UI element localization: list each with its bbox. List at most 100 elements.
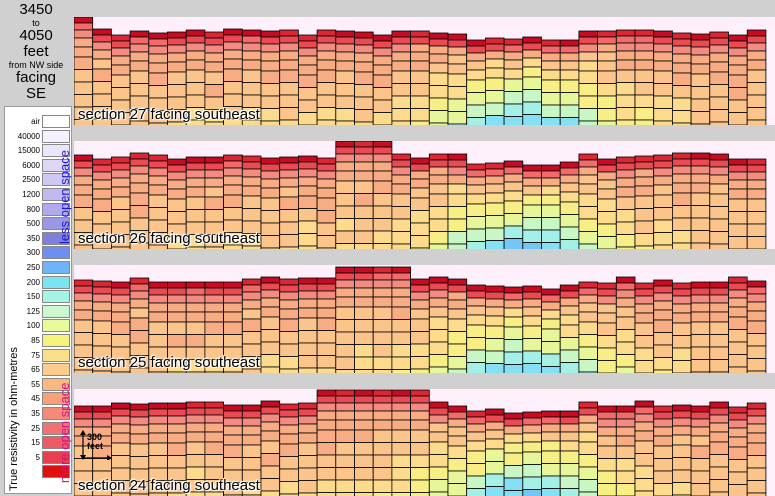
resistivity-cell — [746, 164, 767, 173]
resistivity-cell — [204, 422, 224, 433]
resistivity-cell — [129, 242, 150, 249]
resistivity-cell — [709, 431, 729, 443]
resistivity-cell — [634, 35, 655, 44]
resistivity-cell — [391, 296, 411, 308]
resistivity-cell — [391, 108, 411, 122]
resistivity-cell — [391, 51, 411, 62]
resistivity-cell — [709, 174, 729, 185]
resistivity-cell — [92, 320, 112, 334]
resistivity-cell — [447, 299, 468, 310]
resistivity-cell — [335, 492, 355, 496]
resistivity-cell — [578, 153, 598, 161]
legend-swatch — [42, 421, 70, 435]
resistivity-cell — [728, 179, 748, 190]
resistivity-cell — [148, 423, 168, 434]
resistivity-cell — [354, 205, 374, 219]
resistivity-cell — [503, 364, 524, 373]
resistivity-cell — [391, 319, 411, 333]
resistivity-cell — [260, 30, 281, 38]
resistivity-cell — [129, 277, 150, 285]
resistivity-cell — [354, 467, 374, 481]
resistivity-cell — [634, 335, 655, 349]
resistivity-cell — [447, 308, 468, 320]
resistivity-cell — [466, 324, 486, 338]
resistivity-cell — [260, 421, 281, 432]
resistivity-cell — [728, 297, 748, 308]
resistivity-cell — [690, 39, 711, 48]
resistivity-cell — [653, 207, 673, 221]
resistivity-cell — [428, 479, 449, 493]
resistivity-cell — [690, 281, 711, 289]
resistivity-cell — [466, 184, 486, 195]
resistivity-cell — [447, 174, 468, 185]
resistivity-cell — [578, 193, 598, 207]
legend-value-label: 65 — [31, 365, 40, 375]
resistivity-cell — [279, 278, 299, 286]
resistivity-cell — [615, 186, 636, 198]
resistivity-cell — [484, 43, 505, 52]
resistivity-cell — [597, 43, 617, 53]
resistivity-cell — [391, 159, 411, 168]
resistivity-cell — [466, 284, 486, 292]
resistivity-cell — [447, 458, 468, 472]
resistivity-cell — [466, 216, 486, 230]
resistivity-legend: air 40000 15000 6000 2500 1200 800 500 350 300 250… — [4, 106, 72, 494]
resistivity-cell — [615, 59, 636, 71]
resistivity-cell — [541, 353, 561, 367]
resistivity-cell — [148, 302, 168, 313]
resistivity-cell — [316, 35, 337, 44]
resistivity-cell — [297, 161, 318, 170]
resistivity-cell — [672, 217, 692, 231]
resistivity-cell — [410, 492, 430, 496]
resistivity-cell — [111, 492, 131, 496]
resistivity-cell — [297, 47, 318, 57]
resistivity-cell — [354, 266, 374, 274]
resistivity-cell — [297, 330, 318, 344]
resistivity-cell — [335, 60, 355, 72]
resistivity-cell — [653, 108, 673, 122]
resistivity-cell — [279, 368, 299, 373]
resistivity-cell — [746, 358, 767, 372]
resistivity-cell — [372, 74, 393, 88]
resistivity-cell — [92, 158, 112, 166]
resistivity-cell — [746, 158, 767, 166]
resistivity-cell — [279, 308, 299, 320]
resistivity-cell — [167, 442, 187, 456]
resistivity-cell — [148, 321, 168, 335]
resistivity-cell — [167, 164, 187, 173]
resistivity-cell — [372, 193, 393, 207]
resistivity-cell — [335, 146, 355, 155]
resistivity-cell — [391, 287, 411, 298]
resistivity-cell — [223, 302, 243, 313]
resistivity-cell — [185, 186, 206, 198]
resistivity-cell — [316, 283, 337, 292]
resistivity-cell — [185, 69, 206, 83]
resistivity-cell — [634, 155, 655, 163]
resistivity-cell — [167, 44, 187, 54]
resistivity-cell — [559, 431, 580, 442]
resistivity-cell — [241, 284, 262, 293]
resistivity-cell — [260, 354, 281, 368]
resistivity-cell — [559, 488, 580, 496]
resistivity-cell — [559, 69, 580, 81]
resistivity-cell — [111, 455, 131, 469]
resistivity-cell — [428, 431, 449, 443]
resistivity-cell — [559, 52, 580, 62]
resistivity-cell — [223, 49, 243, 60]
resistivity-cell — [148, 154, 168, 162]
resistivity-cell — [92, 188, 112, 200]
legend-value-label: 40000 — [17, 131, 40, 141]
resistivity-cell — [185, 59, 206, 71]
resistivity-cell — [503, 339, 524, 353]
resistivity-cell — [185, 321, 206, 335]
resistivity-cell — [223, 371, 243, 373]
resistivity-cell — [484, 363, 505, 373]
resistivity-cell — [316, 492, 337, 496]
resistivity-cell — [541, 294, 561, 303]
resistivity-cell — [728, 236, 748, 249]
resistivity-cell — [615, 69, 636, 83]
resistivity-cell — [391, 402, 411, 412]
resistivity-cell — [503, 78, 524, 92]
resistivity-cell — [503, 286, 524, 294]
resistivity-cell — [484, 421, 505, 431]
